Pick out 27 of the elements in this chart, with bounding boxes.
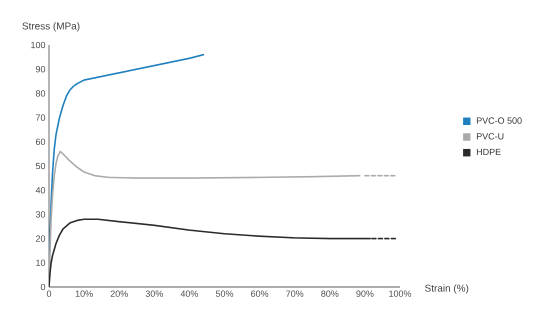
y-tick-label: 30 (36, 211, 46, 218)
y-tick-label: 20 (36, 235, 46, 242)
x-tick-label: 30% (146, 290, 163, 297)
x-tick-label: 50% (216, 290, 234, 297)
y-tick-label: 10 (36, 260, 46, 266)
y-tick-label: 50 (36, 162, 46, 170)
x-tick-label: 70% (286, 290, 304, 297)
y-tick-label: 60 (36, 138, 46, 145)
y-tick-label: 70 (36, 114, 46, 121)
x-tick-label: 0 (46, 290, 52, 297)
y-tick-label: 90 (36, 66, 46, 72)
legend-label: HDPE (476, 148, 501, 156)
legend-label: PVC-U (476, 133, 504, 140)
y-tick-label: 0 (40, 284, 46, 290)
x-axis-title: Strain (%) (425, 284, 468, 294)
y-axis-title: Stress (MPa) (22, 22, 80, 32)
y-tick-label: 80 (36, 90, 46, 97)
x-tick-label: 90% (356, 290, 374, 297)
y-tick-label: 40 (36, 187, 46, 194)
x-tick-label: 40% (180, 290, 198, 297)
x-tick-label: 80% (321, 290, 338, 297)
x-tick-label: 100% (389, 290, 412, 297)
x-tick-label: 20% (110, 290, 128, 297)
legend-label: PVC-O 500 (476, 117, 522, 124)
x-tick-label: 60% (251, 290, 268, 297)
x-tick-label: 10% (76, 290, 93, 297)
y-tick-label: 100 (31, 42, 46, 48)
